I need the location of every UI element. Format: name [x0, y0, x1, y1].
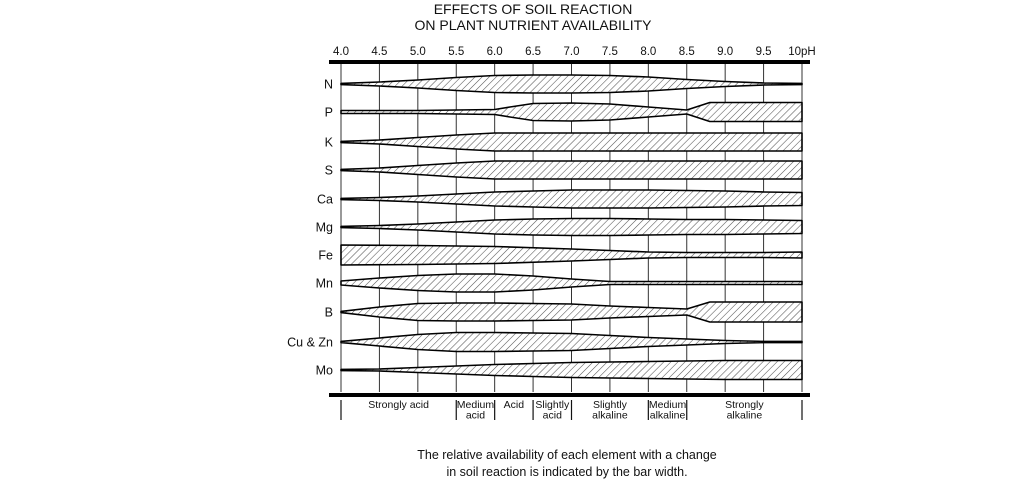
nutrient-band-cu-zn	[340, 331, 803, 353]
caption-line-2: in soil reaction is indicated by the bar…	[446, 465, 687, 479]
nutrient-band-mo	[340, 359, 803, 381]
zone-label: acid	[466, 410, 485, 422]
chart-subtitle: ON PLANT NUTRIENT AVAILABILITY	[414, 17, 652, 33]
nutrient-band-b	[340, 301, 803, 323]
x-tick-label: 7.5	[602, 46, 618, 58]
nutrient-bands	[340, 74, 803, 381]
x-tick-label: 8.5	[679, 46, 695, 58]
zone-label: Medium	[457, 399, 495, 411]
zone-label: alkaline	[592, 410, 628, 422]
nutrient-label: B	[325, 306, 333, 320]
nutrient-label: Mo	[316, 364, 333, 378]
x-tick-label: 7.0	[564, 46, 580, 58]
x-tick-label: 5.5	[448, 46, 464, 58]
zone-label: alkaline	[650, 410, 686, 422]
zone-label: Acid	[504, 399, 525, 411]
x-axis-tick-labels: 4.0 4.5 5.0 5.5 6.0 6.5 7.0 7.5 8.0 8.5 9.0 9.5 10pH	[333, 46, 816, 58]
zone-label: Slightly	[593, 399, 628, 411]
zone-label: Medium	[649, 399, 687, 411]
nutrient-band-k	[340, 132, 803, 152]
nutrient-label: Fe	[318, 249, 333, 263]
x-tick-label: 4.5	[371, 46, 387, 58]
zone-label: acid	[543, 410, 562, 422]
zone-label: alkaline	[727, 410, 763, 422]
nutrient-band-ca	[340, 189, 803, 209]
nutrient-band-n	[340, 74, 803, 94]
x-tick-label: 6.0	[487, 46, 503, 58]
nutrient-labels: NP KS Ca Mg Fe Mn B Cu & Zn Mo	[287, 78, 334, 378]
nutrient-label: Cu & Zn	[287, 336, 333, 350]
nutrient-label: Mg	[316, 221, 333, 235]
x-tick-label: 5.0	[410, 46, 426, 58]
chart-title: EFFECTS OF SOIL REACTION	[434, 1, 633, 17]
nutrient-band-mg	[340, 217, 803, 237]
zone-label: Strongly	[725, 399, 764, 411]
nutrient-label: P	[325, 106, 333, 120]
zone-label: Strongly acid	[368, 399, 429, 411]
caption-line-1: The relative availability of each elemen…	[417, 448, 717, 462]
x-tick-label: 10pH	[788, 46, 816, 58]
nutrient-label: K	[325, 136, 334, 150]
x-tick-label: 8.0	[640, 46, 656, 58]
nutrient-band-p	[340, 101, 803, 123]
nutrient-label: N	[324, 78, 333, 92]
x-tick-label: 6.5	[525, 46, 541, 58]
x-tick-label: 4.0	[333, 46, 349, 58]
nutrient-band-mn	[340, 273, 803, 293]
x-tick-label: 9.0	[717, 46, 733, 58]
nutrient-band-fe	[340, 244, 803, 266]
nutrient-label: Ca	[317, 193, 333, 207]
x-tick-label: 9.5	[756, 46, 772, 58]
nutrient-label: S	[325, 164, 333, 178]
zone-label: Slightly	[535, 399, 570, 411]
nutrient-band-s	[340, 160, 803, 180]
nutrient-label: Mn	[316, 277, 333, 291]
